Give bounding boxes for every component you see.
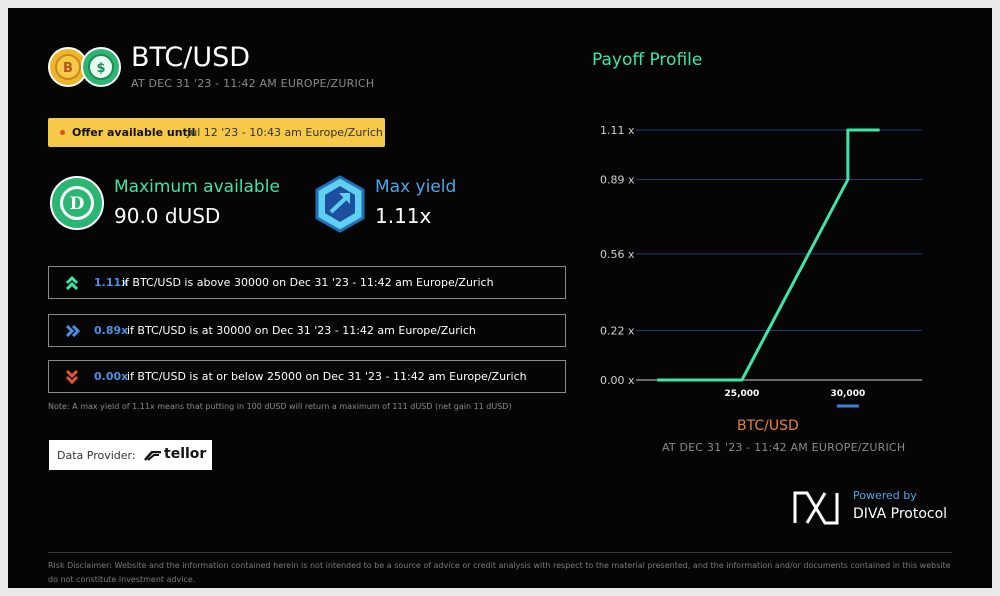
- condition-text: if BTC/USD is at 30000 on Dec 31 '23 - 1…: [127, 324, 476, 337]
- max-available-value: 90.0 dUSD: [114, 204, 221, 228]
- offer-expiry: Jul 12 '23 - 10:43 am Europe/Zurich: [187, 126, 383, 139]
- offer-card: B $ BTC/USD AT DEC 31 '23 - 11:42 AM EUR…: [8, 8, 992, 588]
- usd-coin-icon: $: [81, 47, 121, 87]
- payoff-chart: 1.11 x 0.89 x 0.56 x 0.22 x 0.00 x 25,000 30,0…: [600, 124, 922, 408]
- chart-title: Payoff Profile: [592, 50, 703, 70]
- chart-x-axis-title: BTC/USD: [737, 418, 799, 434]
- svg-text:D: D: [70, 194, 85, 214]
- payoff-condition-above: 1.11x if BTC/USD is above 30000 on Dec 3…: [48, 266, 566, 299]
- x-tick-label: 25,000: [725, 389, 760, 399]
- diva-protocol-name: DIVA Protocol: [853, 506, 948, 522]
- y-tick-label: 0.00 x: [600, 374, 635, 387]
- y-tick-label: 0.56 x: [600, 248, 635, 261]
- tellor-logo-icon: [144, 451, 161, 461]
- risk-disclaimer: Risk Disclaimer: Website and the informa…: [48, 561, 951, 584]
- provider-label: Data Provider:: [57, 449, 136, 462]
- x-tick-label: 30,000: [830, 389, 865, 399]
- expiry-subtitle: AT DEC 31 '23 - 11:42 AM EUROPE/ZURICH: [131, 77, 375, 90]
- bullet-dot: [60, 130, 65, 135]
- condition-multiplier: 0.00x: [94, 370, 129, 383]
- svg-text:B: B: [63, 61, 73, 76]
- condition-multiplier: 0.89x: [94, 324, 129, 337]
- dusd-coin-icon: D: [50, 176, 104, 230]
- y-tick-label: 0.22 x: [600, 324, 635, 337]
- chevrons-up-icon: [65, 275, 79, 291]
- footer-divider: [48, 552, 952, 553]
- diva-logo-icon: [793, 491, 839, 525]
- payoff-condition-below: 0.00x if BTC/USD is at or below 25000 on…: [48, 360, 566, 393]
- payoff-condition-at: 0.89x if BTC/USD is at 30000 on Dec 31 '…: [48, 314, 566, 347]
- yield-note: Note: A max yield of 1.11x means that pu…: [48, 402, 512, 411]
- chevrons-down-icon: [65, 369, 79, 385]
- condition-multiplier: 1.11x: [94, 276, 129, 289]
- max-yield-value: 1.11x: [375, 204, 432, 228]
- condition-text: if BTC/USD is at or below 25000 on Dec 3…: [127, 370, 527, 383]
- offer-banner: Offer available until Jul 12 '23 - 10:43…: [48, 118, 385, 147]
- chevrons-right-icon: [65, 324, 80, 338]
- y-tick-label: 0.89 x: [600, 174, 635, 187]
- svg-text:$: $: [96, 61, 105, 76]
- page-title: BTC/USD: [131, 42, 251, 73]
- payoff-line: [657, 128, 880, 382]
- condition-text: if BTC/USD is above 30000 on Dec 31 '23 …: [122, 276, 494, 289]
- provider-name: tellor: [164, 446, 207, 462]
- data-provider-badge[interactable]: Data Provider: tellor: [49, 440, 212, 470]
- powered-by-label: Powered by: [853, 489, 917, 502]
- y-tick-label: 1.11 x: [600, 124, 635, 137]
- max-yield-label: Max yield: [375, 177, 457, 197]
- max-available-label: Maximum available: [114, 177, 280, 197]
- offer-label: Offer available until: [72, 126, 196, 139]
- yield-gem-icon: [311, 174, 369, 234]
- chart-x-axis-subtitle: AT DEC 31 '23 - 11:42 AM EUROPE/ZURICH: [662, 441, 906, 454]
